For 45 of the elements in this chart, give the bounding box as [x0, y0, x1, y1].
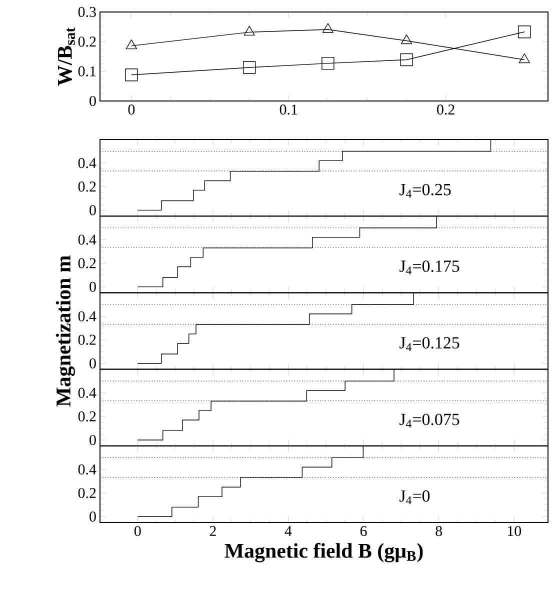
point [242, 61, 256, 74]
y-tick-label: 0 [90, 358, 96, 368]
point [400, 34, 412, 44]
point [400, 53, 413, 66]
x-tick-label: 0.2 [437, 104, 454, 115]
annotation: J$_{4}$=0.075 [400, 414, 460, 428]
y-tick-label: 0.4 [78, 388, 96, 398]
x-tick-label: 6 [360, 526, 367, 536]
y-tick-label: 0.2 [78, 36, 96, 47]
y-tick-label: 0.4 [78, 311, 96, 322]
point [322, 23, 334, 33]
point [518, 53, 530, 64]
y-tick-label: 0.2 [78, 182, 96, 192]
x-tick-label: 8 [436, 526, 442, 536]
x-tick-label: 0.1 [280, 104, 298, 115]
y-axis-title: Magnetization m [56, 256, 75, 406]
x-tick-label: 2 [210, 526, 216, 536]
x-tick-label: 4 [284, 526, 292, 536]
point [322, 56, 334, 70]
annotation: J$_{4}$=0 [400, 490, 430, 504]
point [126, 39, 137, 50]
point [125, 68, 138, 82]
y-tick-label: 0.4 [78, 158, 96, 168]
x-tick-label: 0 [134, 526, 141, 536]
annotation: J$_{4}$=0.175 [400, 260, 460, 274]
point [244, 26, 255, 36]
y-tick-label: 0.2 [78, 258, 96, 268]
y-axis-title: W/B$_{sat}$ [58, 28, 75, 86]
x-axis-title: Magnetic field B (gμ$_{B}$) [224, 542, 423, 562]
x-tick-label: 0 [128, 104, 135, 115]
y-tick-label: 0 [90, 512, 96, 522]
y-tick-label: 0.2 [78, 411, 96, 422]
y-tick-label: 0.2 [78, 488, 96, 498]
y-tick-label: 0.2 [78, 334, 96, 345]
y-tick-label: 0.4 [78, 464, 96, 475]
annotation: J$_{4}$=0.25 [400, 184, 451, 198]
y-tick-label: 0.1 [78, 66, 96, 76]
y-tick-label: 0 [90, 282, 96, 292]
x-tick-label: 10 [508, 526, 522, 536]
y-tick-label: 0.4 [78, 234, 96, 245]
y-tick-label: 0.3 [78, 6, 96, 18]
y-tick-label: 0 [90, 205, 96, 216]
y-tick-label: 0 [90, 96, 96, 106]
y-tick-label: 0 [90, 434, 96, 446]
annotation: J$_{4}$=0.125 [400, 337, 460, 351]
